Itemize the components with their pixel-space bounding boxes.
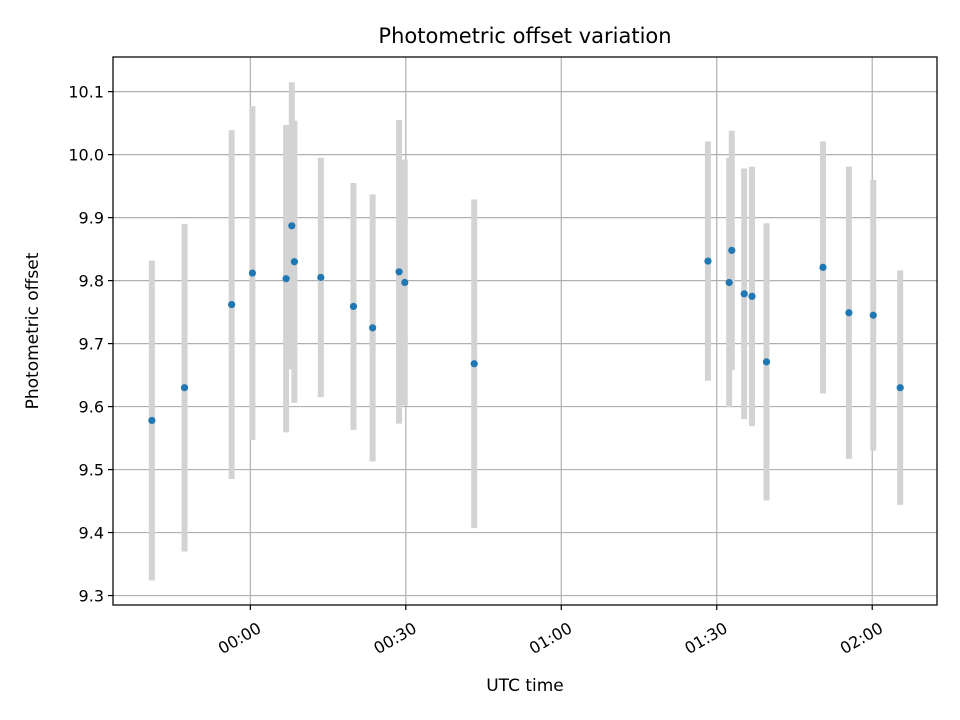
x-tick-label: 00:30: [370, 618, 419, 658]
data-point: [288, 222, 296, 230]
data-point: [395, 268, 403, 276]
data-point: [740, 290, 748, 298]
data-point: [228, 300, 236, 309]
data-point: [401, 278, 409, 287]
data-point: [725, 278, 733, 287]
data-point: [896, 384, 904, 392]
chart-title: Photometric offset variation: [378, 24, 671, 48]
x-axis-label: UTC time: [486, 676, 564, 696]
data-point: [290, 258, 298, 266]
data-point: [819, 263, 827, 271]
x-tick-label: 01:00: [526, 618, 575, 658]
x-tick-label: 00:00: [215, 618, 264, 658]
plot-frame: [112, 56, 938, 606]
data-point: [470, 360, 478, 368]
point-layer: [148, 222, 904, 425]
data-point: [869, 311, 877, 319]
grid-layer: [113, 57, 937, 605]
y-tick-label: 10.0: [68, 146, 104, 165]
data-point: [248, 269, 257, 277]
y-tick-label: 9.7: [79, 335, 104, 354]
data-point: [349, 302, 358, 311]
y-axis-label: Photometric offset: [23, 252, 43, 409]
data-point: [180, 384, 189, 392]
data-point: [369, 324, 377, 332]
x-tick-label: 02:00: [837, 618, 886, 658]
data-point: [728, 246, 736, 254]
errorbar-layer: [148, 82, 904, 581]
data-point: [845, 309, 853, 317]
x-tick-label: 01:30: [681, 618, 730, 658]
data-point: [704, 257, 712, 265]
data-point: [148, 416, 156, 425]
y-tick-label: 9.9: [79, 209, 104, 228]
y-tick-label: 9.6: [79, 398, 104, 417]
data-point: [762, 358, 771, 366]
y-tick-label: 9.4: [79, 524, 104, 543]
data-point: [317, 273, 325, 282]
data-point: [748, 292, 756, 300]
y-tick-label: 9.5: [79, 461, 104, 480]
y-tick-label: 9.8: [79, 272, 104, 291]
data-point: [282, 275, 290, 283]
y-tick-label: 10.1: [68, 83, 104, 102]
y-tick-label: 9.3: [79, 587, 104, 606]
